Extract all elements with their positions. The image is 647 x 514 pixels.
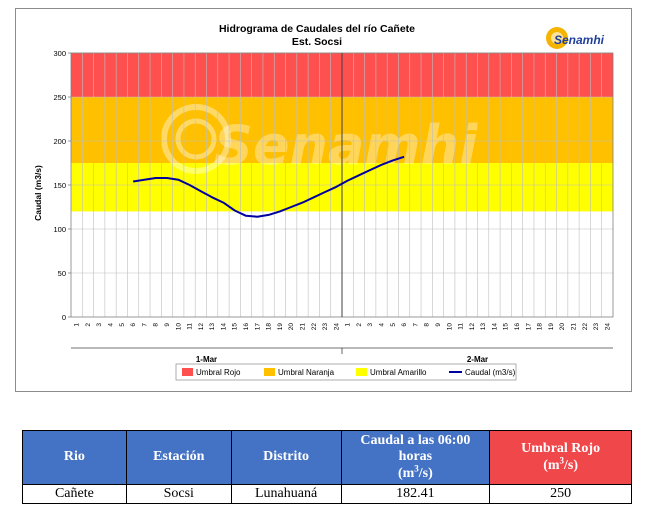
x-tick-label: 14 xyxy=(220,323,227,331)
chart-frame: Hidrograma de Caudales del río Cañete Es… xyxy=(15,8,632,392)
station-table: Rio Estación Distrito Caudal a las 06:00… xyxy=(22,430,632,504)
series-line-caudal xyxy=(132,155,405,218)
x-tick-label: 10 xyxy=(446,323,453,331)
chart-svg: Hidrograma de Caudales del río Cañete Es… xyxy=(33,23,614,381)
x-tick-label: 13 xyxy=(480,323,487,331)
table-row: Cañete Socsi Lunahuaná 182.41 250 xyxy=(22,484,632,504)
y-tick-label: 250 xyxy=(53,93,66,102)
header-distrito: Distrito xyxy=(230,430,342,485)
x-tick-label: 5 xyxy=(119,323,126,327)
x-tick-label: 18 xyxy=(266,323,273,331)
legend-box xyxy=(175,363,517,381)
x-tick-label: 6 xyxy=(401,323,408,327)
x-tick-label: 23 xyxy=(322,323,329,331)
legend-swatch xyxy=(182,368,193,376)
x-tick-label: 11 xyxy=(458,323,465,330)
x-tick-label: 17 xyxy=(254,323,261,331)
x-tick-label: 13 xyxy=(209,323,216,331)
legend-swatch xyxy=(356,368,367,376)
cell-rio: Cañete xyxy=(22,484,127,504)
watermark-text: Senamhi xyxy=(214,114,479,177)
x-tick-label: 4 xyxy=(379,323,386,327)
x-tick-label: 15 xyxy=(232,323,239,331)
header-estacion: Estación xyxy=(125,430,232,485)
x-tick-label: 6 xyxy=(130,323,137,327)
x-tick-label: 1 xyxy=(345,323,352,327)
legend: Umbral Rojo Umbral Naranja Umbral Amarillo… xyxy=(175,363,517,381)
table-header-row: Rio Estación Distrito Caudal a las 06:00… xyxy=(22,430,632,485)
chart-title: Hidrograma de Caudales del río Cañete xyxy=(219,23,415,35)
x-tick-label: 2 xyxy=(85,323,92,327)
x-tick-label: 1 xyxy=(74,323,81,327)
x-tick-label: 16 xyxy=(514,323,521,331)
watermark-sun-icon xyxy=(161,104,231,174)
cell-distrito: Lunahuaná xyxy=(230,484,342,504)
x-tick-label: 17 xyxy=(525,323,532,331)
x-tick-label: 12 xyxy=(198,323,205,331)
x-tick-label: 12 xyxy=(469,323,476,331)
y-tick-label: 50 xyxy=(58,269,66,278)
logo-text: Senamhi xyxy=(554,33,605,47)
x-tick-label: 20 xyxy=(288,323,295,331)
header-rio: Rio xyxy=(22,430,127,485)
x-tick-label: 19 xyxy=(548,323,555,331)
x-tick-label: 24 xyxy=(333,323,340,331)
x-tick-label: 14 xyxy=(491,323,498,331)
x-tick-label: 8 xyxy=(424,323,431,327)
y-axis-title: Caudal (m3/s) xyxy=(33,165,43,221)
x-tick-label: 18 xyxy=(537,323,544,331)
x-tick-label: 5 xyxy=(390,323,397,327)
x-tick-label: 21 xyxy=(299,323,306,331)
x-tick-label: 3 xyxy=(367,323,374,327)
legend-label: Umbral Rojo xyxy=(196,368,241,377)
cell-umbral: 250 xyxy=(489,484,632,504)
plot-grid xyxy=(71,52,613,317)
x-tick-label: 8 xyxy=(153,323,160,327)
y-tick-label: 200 xyxy=(53,137,66,146)
y-tick-label: 0 xyxy=(62,313,66,322)
x-tick-label: 20 xyxy=(559,323,566,331)
cell-caudal: 182.41 xyxy=(340,484,491,504)
legend-label: Caudal (m3/s) xyxy=(465,368,516,377)
y-tick-label: 300 xyxy=(53,49,66,58)
x-tick-label: 19 xyxy=(277,323,284,331)
y-tick-label: 100 xyxy=(53,225,66,234)
senamhi-logo: Senamhi xyxy=(546,27,605,49)
x-tick-label: 7 xyxy=(141,323,148,327)
x-tick-label: 15 xyxy=(503,323,510,331)
legend-swatch xyxy=(264,368,275,376)
x-tick-label: 7 xyxy=(412,323,419,327)
x-tick-label: 16 xyxy=(243,323,250,331)
day-label: 2-Mar xyxy=(467,355,488,364)
cell-estacion: Socsi xyxy=(125,484,232,504)
x-tick-label: 23 xyxy=(593,323,600,331)
legend-label: Umbral Amarillo xyxy=(370,368,427,377)
header-caudal: Caudal a las 06:00 horas (m3/s) xyxy=(340,430,491,485)
x-tick-label: 21 xyxy=(570,323,577,331)
x-tick-label: 11 xyxy=(187,323,194,330)
x-tick-label: 22 xyxy=(582,323,589,331)
day-label: 1-Mar xyxy=(196,355,217,364)
x-tick-label: 22 xyxy=(311,323,318,331)
sun-core-icon xyxy=(551,32,563,44)
legend-label: Umbral Naranja xyxy=(278,368,335,377)
x-tick-label: 3 xyxy=(96,323,103,327)
chart-subtitle: Est. Socsi xyxy=(292,36,342,48)
x-tick-label: 9 xyxy=(435,323,442,327)
header-umbral-rojo: Umbral Rojo (m3/s) xyxy=(489,430,632,485)
x-tick-label: 10 xyxy=(175,323,182,331)
y-tick-label: 150 xyxy=(53,181,66,190)
plot-series xyxy=(132,155,405,218)
x-tick-label: 2 xyxy=(356,323,363,327)
senamhi-watermark: Senamhi xyxy=(161,104,479,177)
x-tick-label: 24 xyxy=(604,323,611,331)
x-tick-label: 9 xyxy=(164,323,171,327)
x-tick-label: 4 xyxy=(108,323,115,327)
